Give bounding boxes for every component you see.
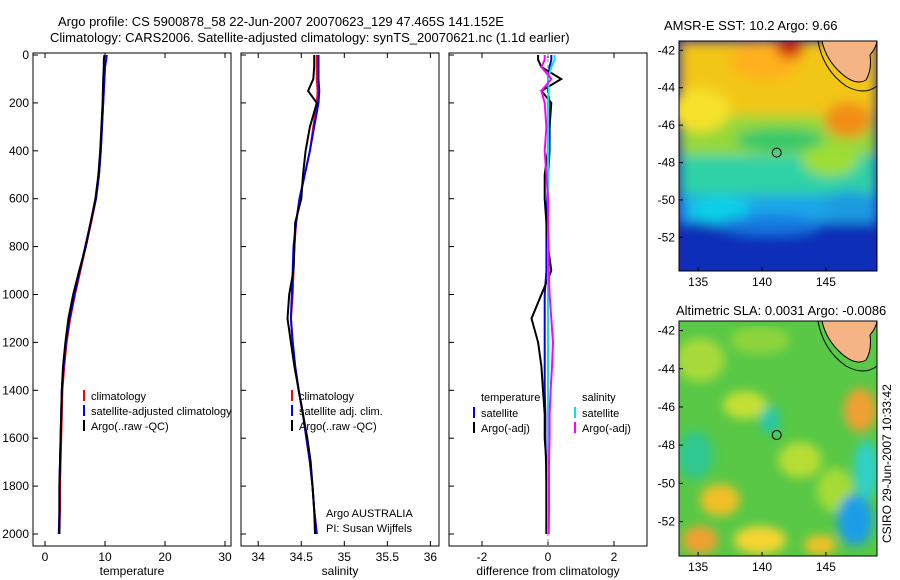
x-tick-label: 140 (752, 275, 772, 289)
y-tick-label: 2000 (2, 527, 29, 541)
annotation-text: Argo AUSTRALIA (326, 508, 413, 520)
panel-temperature: 0 10 20 30 temperature 0 200 400 600 800 1000 1200 1… (2, 48, 232, 578)
sla-map-title: Altimetric SLA: 0.0031 Argo: -0.0086 (676, 303, 886, 318)
y-tick-label: 1400 (2, 383, 29, 397)
y-tick-label: 1600 (2, 431, 29, 445)
title-line1: Argo profile: CS 5900878_58 22-Jun-2007 … (58, 14, 504, 29)
y-tick-label: -48 (658, 438, 676, 452)
y-tick-label: 600 (9, 192, 29, 206)
x-axis-label: temperature (100, 564, 165, 578)
y-tick-label: -44 (658, 81, 676, 95)
series-line-argo-raw-qc- (286, 55, 318, 535)
x-tick-label: 35.5 (376, 550, 400, 564)
x-tick-label: 140 (752, 560, 772, 574)
annotation-text: PI: Susan Wijffels (326, 523, 412, 535)
y-tick-label: 200 (9, 96, 29, 110)
x-axis-label: salinity (322, 564, 359, 578)
x-tick-label: 135 (688, 275, 708, 289)
panel-frame (32, 52, 232, 547)
map-sst_map: 135 140 145 -42 -44 -46 -48 -50 -52 (658, 40, 878, 289)
y-tick-label: -46 (658, 400, 676, 414)
x-tick-label: 35 (338, 550, 352, 564)
map-frame (678, 40, 878, 272)
x-tick-label: 34 (252, 550, 266, 564)
sst-map-field (679, 41, 877, 271)
legend-label: satellite adj. clim. (299, 406, 383, 418)
x-tick-label: 135 (688, 560, 708, 574)
x-tick-label: 2 (611, 550, 618, 564)
y-tick-label: 1200 (2, 335, 29, 349)
x-tick-label: 0 (42, 550, 49, 564)
y-tick-label: -52 (658, 230, 676, 244)
x-tick-label: 10 (98, 550, 112, 564)
x-tick-label: -2 (477, 550, 488, 564)
y-tick-label: 1800 (2, 479, 29, 493)
legend-label: satellite-adjusted climatology (91, 406, 232, 418)
series-line-salinity-argo-adj- (540, 55, 555, 535)
x-tick-label: 36 (424, 550, 438, 564)
x-tick-label: 0 (545, 550, 552, 564)
float-position-marker (771, 430, 782, 441)
y-tick-label: 800 (9, 240, 29, 254)
title-line2: Climatology: CARS2006. Satellite-adjuste… (50, 30, 570, 45)
y-tick-label: -42 (658, 324, 676, 338)
y-tick-label: -44 (658, 362, 676, 376)
y-tick-label: -42 (658, 43, 676, 57)
legend-label: climatology (299, 391, 355, 403)
y-tick-label: 1000 (2, 288, 29, 302)
legend-label: satellite (481, 408, 518, 420)
legend-header: salinity (582, 392, 616, 404)
series-line-argo-raw-qc- (58, 54, 106, 534)
legend-label: satellite (582, 408, 619, 420)
legend-label: climatology (91, 391, 147, 403)
sla-map-field (679, 321, 877, 556)
map-sla_map: 135 140 145 -42 -44 -46 -48 -50 -52 (658, 320, 878, 574)
y-tick-label: 0 (22, 48, 29, 62)
sst-map-title: AMSR-E SST: 10.2 Argo: 9.66 (664, 18, 837, 33)
x-tick-label: 30 (218, 550, 232, 564)
y-tick-label: -52 (658, 515, 676, 529)
x-tick-label: 20 (158, 550, 172, 564)
y-tick-label: -50 (658, 193, 676, 207)
x-tick-label: 145 (816, 560, 836, 574)
y-tick-label: 400 (9, 144, 29, 158)
credit-label: CSIRO 29-Jun-2007 10:33:42 (880, 384, 894, 543)
float-position-marker (771, 147, 782, 158)
y-tick-label: -50 (658, 476, 676, 490)
legend-label: Argo(..raw -QC) (299, 421, 377, 433)
legend-label: Argo(-adj) (481, 423, 530, 435)
x-tick-label: 145 (816, 275, 836, 289)
map-frame (678, 320, 878, 557)
legend-label: Argo(..raw -QC) (91, 421, 169, 433)
legend-label: Argo(-adj) (582, 423, 631, 435)
legend-header: temperature (481, 392, 540, 404)
panel-salinity: 34 34.5 35 35.5 36 salinity climatology satelli… (240, 52, 440, 578)
x-axis-label: difference from climatology (476, 564, 619, 578)
y-tick-label: -48 (658, 156, 676, 170)
x-tick-label: 34.5 (290, 550, 314, 564)
panel-frame (240, 52, 440, 547)
y-tick-label: -46 (658, 118, 676, 132)
